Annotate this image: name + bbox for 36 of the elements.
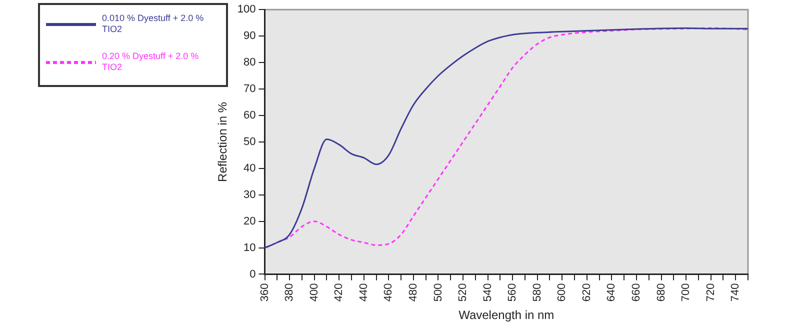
- x-tick-label: 400: [308, 283, 320, 302]
- x-tick-label: 440: [358, 283, 370, 302]
- x-axis-title: Wavelength in nm: [458, 308, 554, 322]
- line-series: [264, 27, 748, 249]
- x-tick-label: 540: [482, 283, 494, 302]
- y-tick-label: 100: [237, 4, 256, 16]
- x-tick-label: 720: [704, 283, 717, 302]
- y-tick-label: 10: [244, 242, 256, 254]
- x-tick-label: 640: [606, 283, 618, 302]
- x-tick-label: 600: [556, 283, 568, 302]
- x-tick-label: 420: [333, 283, 346, 302]
- y-axis-title: Reflection in %: [216, 102, 230, 182]
- y-tick-label: 30: [244, 188, 256, 201]
- x-tick-label: 680: [655, 283, 668, 302]
- y-tick-label: 60: [244, 109, 256, 122]
- x-tick-label: 380: [284, 283, 296, 302]
- x-tick-label: 360: [258, 283, 271, 302]
- x-tick-label: 700: [680, 283, 692, 302]
- x-tick-label: 460: [382, 283, 395, 302]
- y-tick-label: 0: [250, 268, 256, 280]
- y-tick-label: 70: [244, 83, 256, 96]
- y-tick-label: 90: [244, 30, 256, 42]
- x-tick-label: 480: [407, 283, 420, 302]
- y-tick-label: 40: [244, 162, 256, 174]
- x-tick-label: 560: [506, 283, 519, 302]
- x-tick-label: 740: [730, 283, 742, 302]
- x-tick-label: 580: [531, 283, 544, 302]
- y-tick-label: 80: [244, 56, 256, 69]
- x-tick-label: 520: [457, 283, 470, 302]
- x-tick-label: 620: [580, 283, 593, 302]
- text: 0.20 % Dyestuff + 2.0 % TIO2: [102, 51, 200, 73]
- y-tick-label: 20: [244, 215, 256, 228]
- y-tick-label: 50: [244, 136, 256, 148]
- text: 0.010 % Dyestuff + 2.0 % TIO2: [102, 13, 205, 35]
- x-tick-label: 660: [630, 283, 643, 302]
- x-tick-label: 500: [432, 283, 444, 302]
